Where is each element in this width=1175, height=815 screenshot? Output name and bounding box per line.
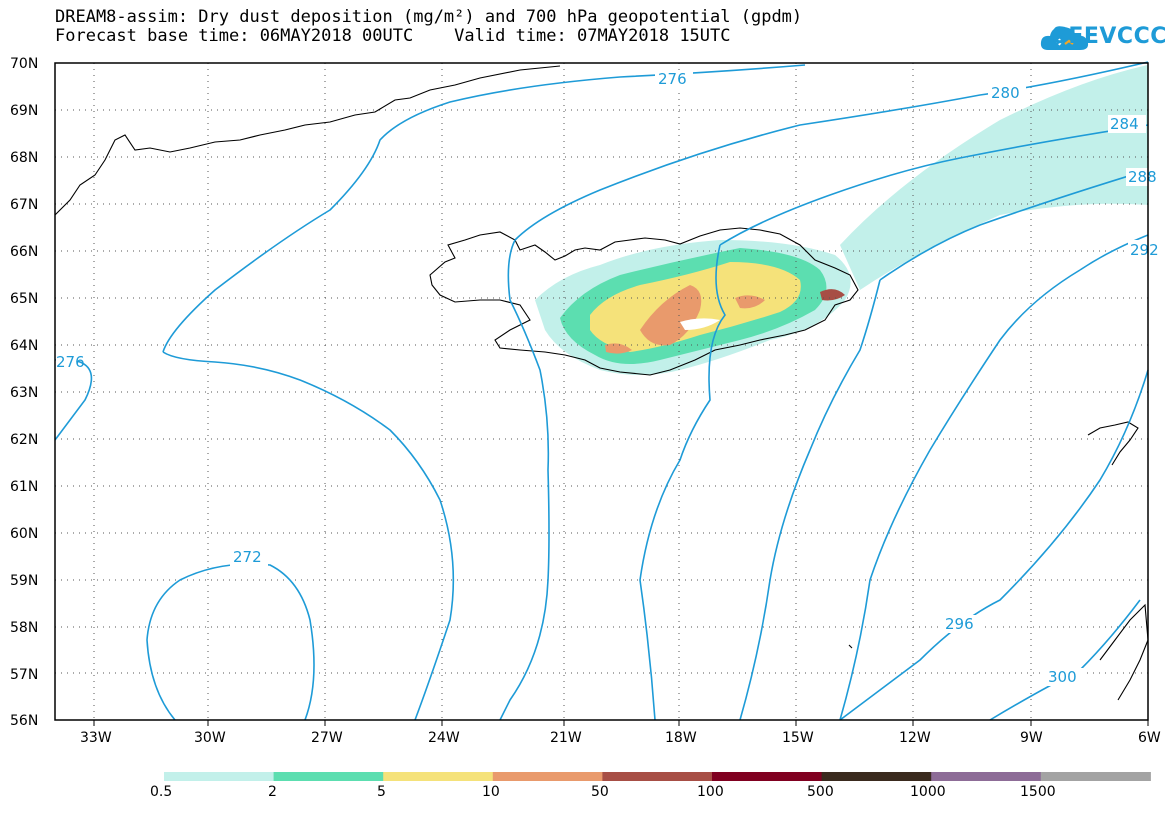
legend-swatch — [1040, 772, 1151, 781]
lon-label: 24W — [428, 730, 460, 746]
geopotential-contours — [54, 61, 1149, 721]
legend-swatch — [164, 772, 275, 781]
coastlines — [54, 65, 1149, 701]
lon-label: 12W — [899, 730, 931, 746]
map-title: DREAM8-assim: Dry dust deposition (mg/m²… — [55, 7, 803, 27]
lat-label: 67N — [10, 197, 38, 213]
map-frame — [54, 62, 1149, 721]
lon-label: 21W — [550, 730, 582, 746]
legend-label: 5 — [377, 784, 386, 800]
legend-swatch — [821, 772, 932, 781]
legend-label: 50 — [591, 784, 609, 800]
legend-label: 1500 — [1020, 784, 1056, 800]
contour-label: 288 — [1128, 168, 1157, 186]
legend-labels: 0.5 2 5 10 50 100 500 1000 1500 — [150, 784, 1056, 800]
greenland-coast — [54, 65, 561, 216]
map-subtitle: Forecast base time: 06MAY2018 00UTC Vali… — [55, 26, 731, 46]
contour-label: 280 — [991, 84, 1020, 102]
legend-label: 10 — [482, 784, 500, 800]
lat-label: 57N — [10, 667, 38, 683]
lat-label: 61N — [10, 479, 38, 495]
faroe-coast — [1087, 421, 1139, 466]
legend-swatch — [712, 772, 823, 781]
contour-label: 276 — [658, 70, 687, 88]
legend-label: 100 — [697, 784, 724, 800]
contour-label: 276 — [56, 353, 85, 371]
lat-label: 70N — [10, 56, 38, 72]
latitude-labels: 70N 69N 68N 67N 66N 65N 64N 63N 62N 61N … — [10, 56, 38, 729]
lon-label: 6W — [1138, 730, 1161, 746]
lat-label: 62N — [10, 432, 38, 448]
lat-label: 64N — [10, 338, 38, 354]
contour-label: 272 — [233, 548, 262, 566]
legend-label: 1000 — [910, 784, 946, 800]
legend-swatch — [383, 772, 494, 781]
lat-label: 65N — [10, 291, 38, 307]
logo-text: SEEVCCC — [1052, 24, 1167, 49]
legend-label: 2 — [268, 784, 277, 800]
legend-swatch — [931, 772, 1042, 781]
iceland-coast — [429, 227, 859, 376]
scotland-coast — [1099, 603, 1149, 701]
contour-label: 292 — [1130, 241, 1159, 259]
lon-label: 30W — [194, 730, 226, 746]
lon-label: 33W — [80, 730, 112, 746]
lon-label: 9W — [1020, 730, 1043, 746]
lat-label: 69N — [10, 103, 38, 119]
lat-label: 63N — [10, 385, 38, 401]
lon-label: 18W — [665, 730, 697, 746]
lat-label: 66N — [10, 244, 38, 260]
legend-swatch — [492, 772, 603, 781]
lon-label: 15W — [782, 730, 814, 746]
lat-label: 56N — [10, 713, 38, 729]
lat-label: 68N — [10, 150, 38, 166]
lat-label: 58N — [10, 620, 38, 636]
legend-swatch — [273, 772, 384, 781]
contour-label: 284 — [1110, 115, 1139, 133]
longitude-labels: 33W 30W 27W 24W 21W 18W 15W 12W 9W 6W — [80, 730, 1161, 746]
legend-label: 0.5 — [150, 784, 172, 800]
lat-label: 59N — [10, 573, 38, 589]
contour-label: 300 — [1048, 668, 1077, 686]
map-grid — [55, 63, 1148, 720]
contour-label: 296 — [945, 615, 974, 633]
contour-labels: 276 280 284 288 292 296 300 272 276 — [56, 70, 1159, 686]
lat-label: 60N — [10, 526, 38, 542]
lon-label: 27W — [311, 730, 343, 746]
dust-shading — [535, 65, 1148, 375]
legend-label: 500 — [807, 784, 834, 800]
cloud-icon — [1040, 26, 1089, 50]
legend-colorbar — [164, 772, 1151, 781]
legend-swatch — [602, 772, 713, 781]
